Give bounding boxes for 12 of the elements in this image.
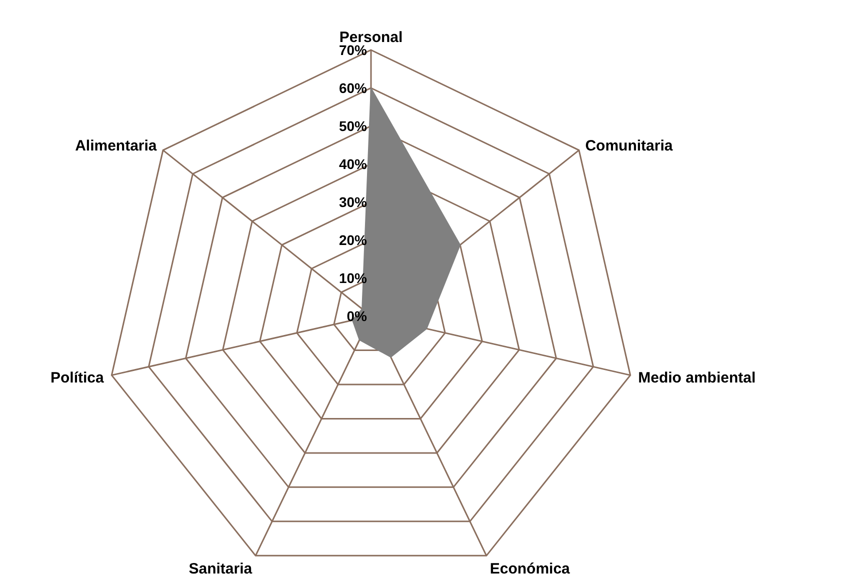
spoke-label: Alimentaria bbox=[75, 137, 158, 154]
spoke-label: Económica bbox=[490, 560, 571, 578]
y-tick-label: 50% bbox=[338, 118, 368, 134]
y-tick-label: 30% bbox=[338, 194, 368, 210]
spoke-label: Sanitaria bbox=[188, 560, 253, 578]
y-tick-label: 40% bbox=[338, 156, 368, 172]
spoke-label: Política bbox=[50, 369, 105, 386]
spoke-label: Medio ambiental bbox=[638, 369, 756, 386]
y-tick-label: 60% bbox=[338, 80, 368, 96]
y-tick-label: 20% bbox=[338, 232, 368, 248]
y-tick-label: 10% bbox=[338, 270, 368, 286]
spoke-label: Comunitaria bbox=[585, 137, 674, 154]
